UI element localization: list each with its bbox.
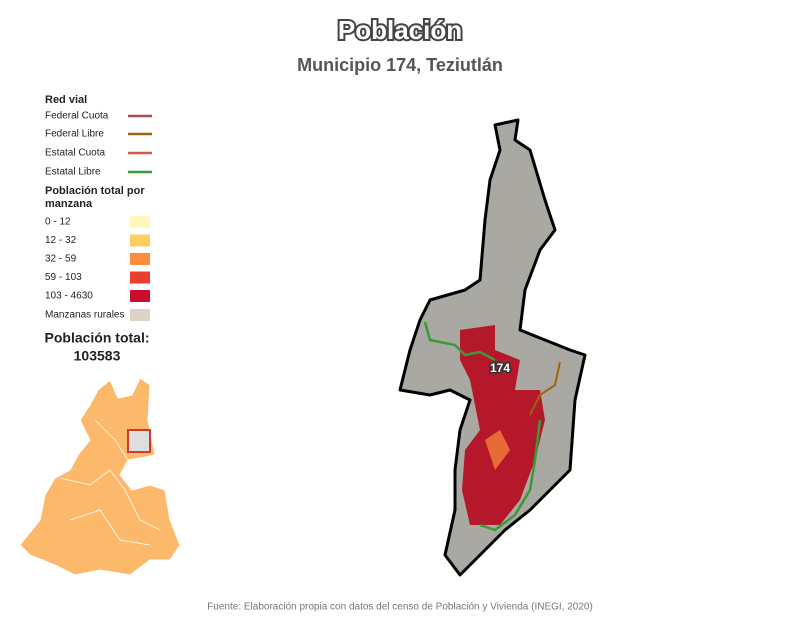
municipal-border [94,419,129,461]
legend-swatch [130,290,150,302]
legend-label: Manzanas rurales [45,310,124,321]
legend-heading: Población total por [45,185,145,197]
legend-label: Federal Cuota [45,111,109,122]
state-shape [19,377,181,576]
road [423,321,496,362]
total-value: 103583 [74,348,121,364]
legend-swatch [130,234,150,247]
legend-swatch [130,309,150,321]
road [479,419,542,532]
municipal-border [59,469,161,531]
map-label: 174 [490,361,510,375]
legend-label: 32 - 59 [45,254,77,265]
legend-label: 0 - 12 [45,217,71,228]
subtitle: Municipio 174, Teziutlán [297,55,503,75]
road [529,361,561,416]
legend-label: Federal Libre [45,129,104,140]
municipal-border [69,509,151,546]
legend-label: Estatal Libre [45,167,101,178]
legend: Red vial Federal Cuota Federal Libre Estata… [45,94,152,321]
source: Fuente: Elaboración propia con datos del… [207,602,593,613]
legend-swatch [130,216,150,228]
total-label: Población total: [45,330,150,346]
legend-label: 103 - 4630 [45,291,93,302]
title: Población [338,15,462,45]
municipality-map: 174 [398,118,587,577]
state-map [19,377,181,576]
legend-label: 59 - 103 [45,272,82,283]
legend-heading: manzana [45,198,93,210]
urban-blocks [460,325,545,525]
legend-swatch [130,253,150,265]
legend-label: Estatal Cuota [45,148,105,159]
location-highlight [127,429,151,453]
legend-heading: Red vial [45,94,87,106]
legend-swatch [130,271,150,284]
urban-blocks [485,430,510,470]
legend-label: 12 - 32 [45,235,77,246]
